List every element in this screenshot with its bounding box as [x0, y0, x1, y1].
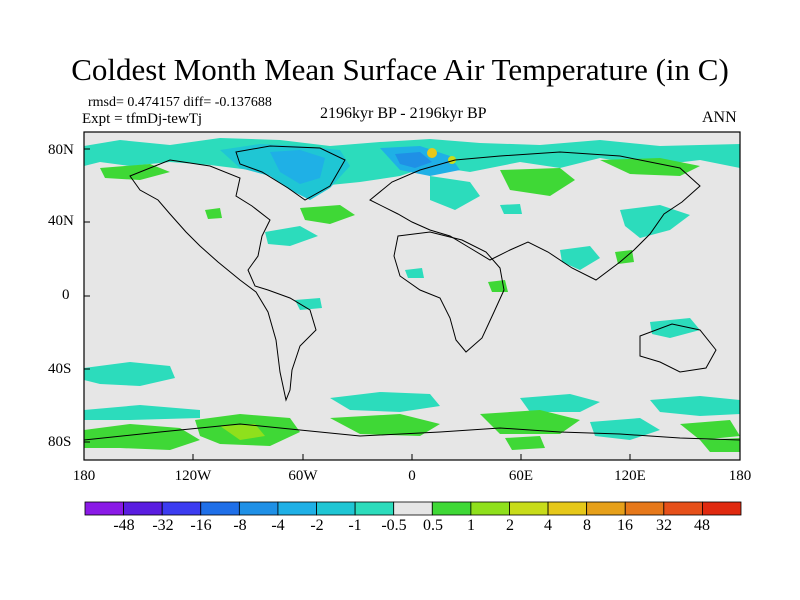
southern-ocean-cyan	[84, 405, 200, 420]
colorbar-label: 1	[467, 517, 475, 534]
lat-label-0: 0	[62, 287, 70, 303]
lon-label-60w: 60W	[288, 468, 318, 484]
africa-coast	[393, 231, 505, 353]
cyan-spot	[405, 268, 424, 278]
colorbar-cell	[663, 501, 703, 516]
lon-label-180e: 180	[728, 468, 752, 484]
colorbar-cell	[238, 501, 279, 516]
green-patch	[600, 158, 700, 176]
lat-label-40n: 40N	[48, 213, 74, 229]
colorbar-cell	[393, 501, 433, 516]
axis-ticks	[84, 148, 631, 460]
colorbar-label: 8	[583, 517, 591, 534]
colorbar-label: -4	[271, 517, 285, 534]
colorbar	[84, 501, 742, 516]
colorbar-cell	[123, 501, 163, 516]
lon-label-60e: 60E	[508, 468, 534, 484]
lon-label-0: 0	[408, 468, 416, 484]
colorbar-cell	[470, 501, 510, 516]
cyan-spot	[500, 204, 522, 214]
colorbar-label: -8	[233, 517, 247, 534]
southern-ocean-cyan	[330, 392, 440, 412]
lat-label-80n: 80N	[48, 142, 74, 158]
colorbar-label: 48	[694, 517, 710, 534]
colorbar-label: 16	[617, 517, 633, 534]
colorbar-label: 2	[506, 517, 514, 534]
arctic-blue-core	[395, 152, 432, 168]
colorbar-label: 0.5	[423, 517, 443, 534]
stats-line: rmsd= 0.474157 diff= -0.137688	[88, 95, 272, 110]
greenland-core	[270, 150, 325, 184]
southern-ocean-cyan	[650, 396, 740, 416]
green-patch	[205, 208, 222, 219]
colorbar-cell	[354, 501, 395, 516]
antarctic-green	[700, 438, 740, 452]
coastlines	[84, 145, 740, 441]
antarctic-cyan	[590, 418, 660, 440]
colorbar-label: -0.5	[381, 517, 407, 534]
colorbar-cell	[702, 501, 742, 516]
atlantic-cyan	[265, 226, 318, 246]
green-patch	[100, 164, 170, 180]
greenland-coast	[235, 145, 346, 201]
colorbar-cell	[624, 501, 665, 516]
colorbar-cell	[200, 501, 240, 516]
antarctic-yellowgreen	[220, 424, 265, 440]
colorbar-cell	[161, 501, 202, 516]
atlantic-green	[300, 205, 355, 224]
lon-label-120e: 120E	[614, 468, 646, 484]
colorbar-cell	[547, 501, 588, 516]
antarctic-green	[330, 414, 440, 436]
colorbar-label: 4	[544, 517, 552, 534]
colorbar-label: -1	[348, 517, 362, 534]
pacific-cyan	[620, 205, 690, 238]
chart-title: Coldest Month Mean Surface Air Temperatu…	[71, 52, 729, 87]
lon-label-180w: 180	[72, 468, 96, 484]
season-label: ANN	[702, 109, 737, 126]
antarctic-green	[505, 436, 545, 450]
colorbar-label: -2	[310, 517, 324, 534]
lon-label-120w: 120W	[174, 468, 212, 484]
colorbar-cell	[586, 501, 626, 516]
colorbar-cell	[431, 501, 472, 516]
yellow-spot	[448, 156, 456, 164]
lat-label-40s: 40S	[48, 361, 72, 377]
antarctica-coast	[84, 423, 740, 441]
period-label: 2196kyr BP - 2196kyr BP	[320, 105, 487, 122]
asia-cyan	[560, 246, 600, 270]
southern-ocean-cyan	[520, 394, 600, 412]
colorbar-cell	[316, 501, 356, 516]
colorbar-cell	[277, 501, 317, 516]
americas-coast	[129, 159, 317, 402]
lat-label-80s: 80S	[48, 434, 72, 450]
colorbar-cell	[509, 501, 549, 516]
colorbar-label: -16	[190, 517, 212, 534]
cyan-spot	[295, 298, 322, 310]
australia-coast	[639, 323, 717, 373]
yellow-spot	[427, 148, 437, 158]
colorbar-label: -32	[152, 517, 174, 534]
colorbar-label: -48	[113, 517, 135, 534]
experiment-line: Expt = tfmDj-tewTj	[82, 111, 203, 127]
cyan-spot	[650, 318, 700, 338]
europe-cyan	[430, 176, 480, 210]
green-patch	[500, 168, 575, 196]
south-pacific-cyan	[84, 362, 175, 386]
colorbar-label: 32	[656, 517, 672, 534]
antarctic-green	[680, 420, 740, 440]
colorbar-cell	[84, 501, 124, 516]
